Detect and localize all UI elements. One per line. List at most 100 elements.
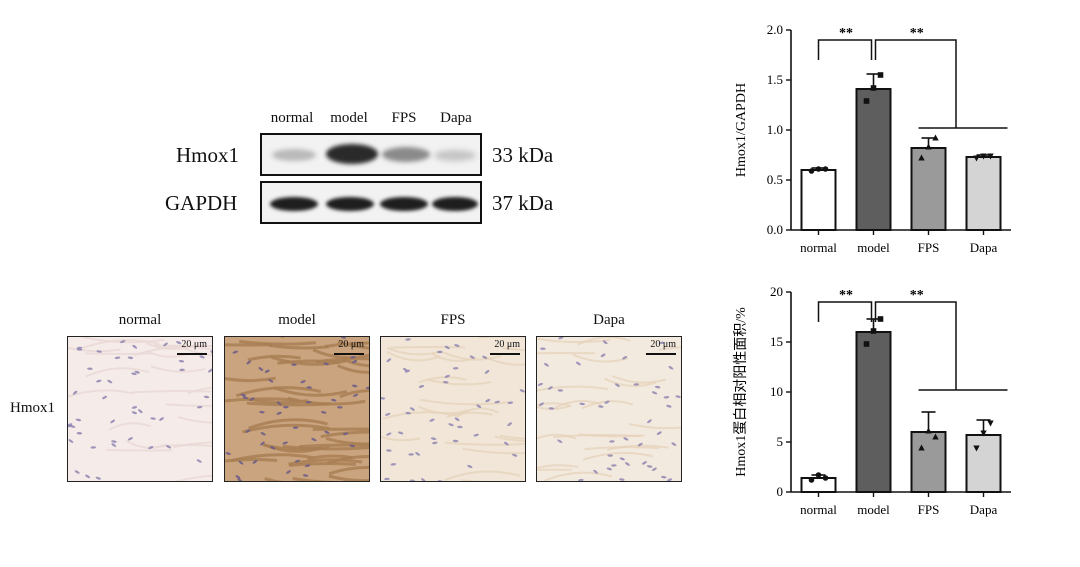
cell-nucleus [384, 477, 390, 481]
data-point [877, 316, 884, 322]
wb-blot-gapdh [260, 181, 482, 224]
cell-nucleus [260, 441, 265, 446]
tissue-fiber [299, 443, 369, 449]
cell-nucleus [454, 344, 460, 347]
cell-nucleus [418, 384, 425, 388]
cell-nucleus [507, 422, 513, 427]
cell-nucleus [110, 419, 116, 424]
cell-nucleus [578, 478, 584, 481]
tissue-fiber [307, 454, 352, 461]
cell-nucleus [386, 432, 392, 436]
cell-nucleus [96, 379, 102, 383]
cell-nucleus [557, 439, 563, 443]
cell-nucleus [663, 396, 670, 399]
tissue-fiber [499, 434, 525, 440]
cell-nucleus [76, 348, 83, 351]
cell-nucleus [340, 337, 346, 339]
significance-label: ** [910, 288, 924, 303]
cell-nucleus [323, 362, 329, 366]
ihc-group-label: Dapa [593, 312, 625, 328]
cell-nucleus [429, 418, 435, 422]
cell-nucleus [437, 350, 443, 354]
cell-nucleus [660, 475, 667, 479]
cell-nucleus [437, 480, 444, 481]
data-point [918, 444, 925, 451]
cell-nucleus [330, 398, 337, 402]
data-point [918, 154, 925, 161]
tissue-fiber [315, 357, 369, 364]
tissue-fiber [320, 430, 369, 439]
cell-nucleus [557, 389, 564, 392]
cell-nucleus [238, 460, 244, 465]
data-point [870, 85, 877, 91]
cell-nucleus [199, 355, 205, 359]
cell-nucleus [641, 461, 647, 465]
cell-nucleus [646, 465, 653, 468]
cell-nucleus [245, 429, 251, 433]
cell-nucleus [127, 437, 133, 441]
tissue-fiber [658, 346, 681, 351]
ihc-image-normal: 20 μm [67, 336, 213, 482]
cell-nucleus [132, 344, 138, 349]
tissue-fiber [577, 337, 631, 346]
tissue-fiber [85, 367, 150, 378]
cell-nucleus [404, 369, 411, 373]
cell-nucleus [544, 362, 549, 367]
cell-nucleus [512, 453, 518, 457]
x-tick-label: model [857, 502, 890, 517]
scale-bar-label: 20 μm [650, 339, 676, 350]
cell-nucleus [351, 384, 358, 388]
cell-nucleus [409, 407, 415, 411]
tissue-fiber [292, 477, 369, 481]
wb-kda-hmox1: 33 kDa [492, 143, 554, 167]
cell-nucleus [668, 365, 674, 370]
tissue-fiber [268, 343, 329, 350]
tissue-fiber [537, 337, 611, 344]
y-tick-label: 0.0 [767, 222, 783, 237]
y-tick-label: 1.0 [767, 122, 783, 137]
cell-nucleus [235, 475, 241, 479]
cell-nucleus [131, 411, 138, 415]
ihc-image-fps: 20 μm [380, 336, 526, 482]
data-point [863, 98, 870, 104]
cell-nucleus [242, 396, 249, 400]
cell-nucleus [134, 370, 140, 374]
tissue-fiber [537, 433, 577, 440]
tissue-fiber [328, 474, 369, 481]
tissue-fiber [288, 458, 363, 466]
cell-nucleus [430, 437, 437, 440]
ihc-image-model: 20 μm [224, 336, 370, 482]
cell-nucleus [352, 393, 359, 397]
cell-nucleus [95, 476, 101, 480]
cell-nucleus [659, 341, 665, 345]
y-tick-label: 20 [770, 284, 783, 299]
cell-nucleus [68, 424, 73, 428]
data-point [822, 475, 829, 481]
x-tick-label: FPS [918, 240, 940, 255]
tissue-fiber [150, 444, 212, 449]
cell-nucleus [336, 406, 343, 409]
cell-nucleus [111, 440, 117, 443]
bar [965, 156, 1002, 231]
cell-nucleus [150, 417, 156, 420]
tissue-fiber [578, 433, 645, 438]
tissue-fiber [390, 345, 465, 349]
scale-bar-label: 20 μm [494, 339, 520, 350]
tissue-fiber [181, 346, 212, 357]
cell-nucleus [609, 440, 615, 443]
significance-label: ** [910, 26, 924, 41]
cell-nucleus [606, 467, 613, 471]
cell-nucleus [548, 407, 555, 410]
cell-nucleus [127, 356, 134, 360]
bar [800, 169, 837, 231]
significance-bracket [817, 301, 873, 322]
tissue-fiber [537, 385, 609, 392]
x-tick-label: FPS [918, 502, 940, 517]
tissue-fiber [68, 389, 134, 398]
cell-nucleus [537, 382, 544, 386]
cell-nucleus [300, 380, 306, 384]
tissue-fiber [494, 435, 525, 443]
scale-bar-label: 20 μm [181, 339, 207, 350]
tissue-fiber [133, 345, 212, 357]
tissue-fiber [106, 448, 173, 452]
